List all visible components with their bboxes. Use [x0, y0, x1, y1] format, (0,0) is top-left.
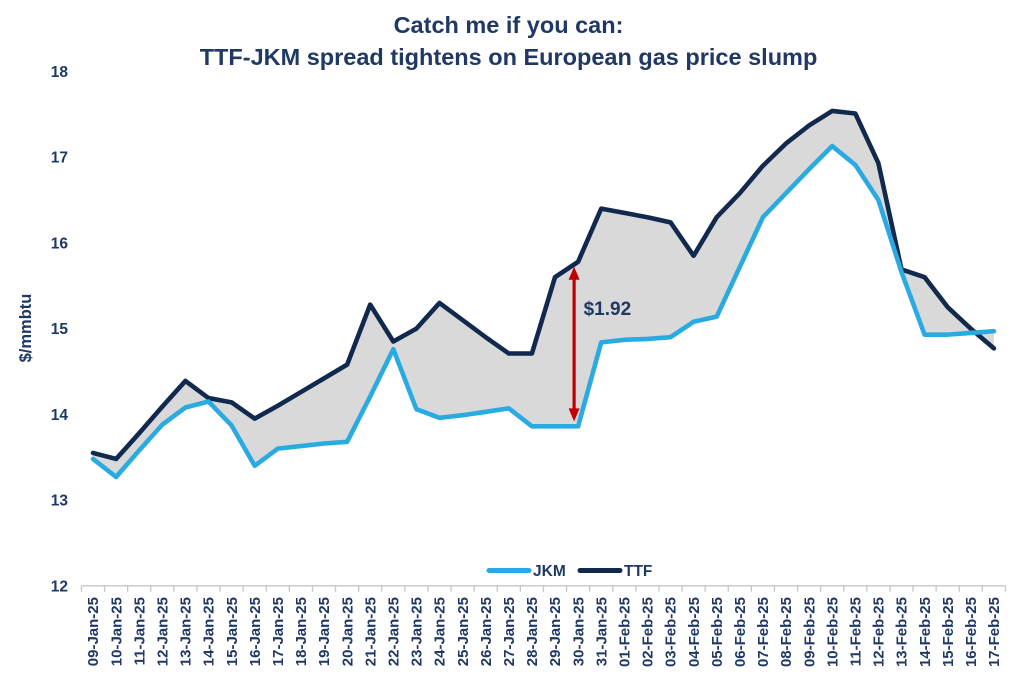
y-axis-tick-label: 15: [51, 321, 69, 338]
x-axis-tick-label: 10-Feb-25: [824, 597, 841, 667]
x-axis-tick-label: 16-Jan-25: [247, 597, 264, 666]
x-axis-tick-label: 11-Jan-25: [131, 597, 148, 665]
chart-title-line1: Catch me if you can:: [393, 12, 624, 38]
x-axis-tick-label: 13-Jan-25: [178, 597, 195, 666]
legend-jkm-label: JKM: [533, 563, 566, 580]
x-axis-tick-label: 06-Feb-25: [732, 597, 749, 667]
x-axis-tick-label: 25-Jan-25: [455, 597, 472, 666]
x-axis-tick-label: 04-Feb-25: [686, 597, 703, 667]
y-axis-tick-label: 14: [51, 407, 69, 424]
jkm-line: [90, 143, 997, 480]
x-axis-tick-label: 31-Jan-25: [593, 597, 610, 666]
x-axis-tick-label: 20-Jan-25: [339, 597, 356, 666]
x-axis-tick-label: 08-Feb-25: [778, 597, 795, 667]
x-axis-tick-label: 28-Jan-25: [524, 597, 541, 666]
x-axis-tick-label: 18-Jan-25: [293, 597, 310, 666]
x-axis-tick-label: 09-Feb-25: [801, 597, 818, 667]
x-axis-tick-label: 17-Jan-25: [270, 597, 287, 666]
x-axis-tick-label: 30-Jan-25: [570, 597, 587, 666]
y-axis-tick-label: 12: [51, 578, 68, 595]
x-axis-tick-label: 14-Feb-25: [917, 597, 934, 667]
spread-band: [93, 110, 994, 477]
y-axis-tick-label: 13: [51, 493, 69, 510]
y-axis-tick-label: 17: [51, 150, 68, 167]
x-axis-tick-label: 22-Jan-25: [386, 597, 403, 666]
x-axis-tick-label: 01-Feb-25: [617, 597, 634, 667]
x-axis-tick-label: 19-Jan-25: [316, 597, 333, 666]
x-axis-tick-label: 11-Feb-25: [848, 597, 865, 666]
x-axis-tick-label: 07-Feb-25: [755, 597, 772, 667]
x-axis-tick-label: 24-Jan-25: [432, 597, 449, 666]
spread-annotation-label: $1.92: [584, 299, 632, 320]
x-axis-tick-label: 15-Feb-25: [940, 597, 957, 667]
x-axis-tick-label: 12-Jan-25: [155, 597, 172, 666]
y-axis-tick-label: 16: [51, 235, 69, 252]
x-axis-tick-label: 02-Feb-25: [640, 597, 657, 667]
x-axis-tick-label: 29-Jan-25: [547, 597, 564, 666]
legend-ttf-label: TTF: [624, 563, 652, 580]
x-axis-tick-label: 10-Jan-25: [108, 597, 125, 666]
x-axis-tick-label: 27-Jan-25: [501, 597, 518, 666]
chart-title-line2: TTF-JKM spread tightens on European gas …: [199, 44, 818, 70]
x-axis-tick-label: 12-Feb-25: [871, 597, 888, 667]
x-axis-tick-label: 03-Feb-25: [663, 597, 680, 667]
ttf-line: [90, 108, 997, 462]
chart-title: Catch me if you can: TTF-JKM spread tigh…: [0, 9, 1017, 73]
x-axis-tick-label: 26-Jan-25: [478, 597, 495, 666]
y-axis-title: $/mmbtu: [17, 294, 35, 363]
x-axis-tick-label: 13-Feb-25: [894, 597, 911, 667]
spread-arrow-head-down: [568, 408, 580, 422]
x-axis-tick-label: 23-Jan-25: [409, 597, 426, 666]
x-axis-tick-label: 15-Jan-25: [224, 597, 241, 666]
x-axis-tick-label: 17-Feb-25: [986, 597, 1003, 667]
x-axis-tick-label: 05-Feb-25: [709, 597, 726, 667]
x-axis-tick-label: 09-Jan-25: [85, 597, 102, 666]
x-axis-tick-label: 16-Feb-25: [963, 597, 980, 667]
x-axis-tick-label: 14-Jan-25: [201, 597, 218, 666]
x-axis-tick-label: 21-Jan-25: [362, 597, 379, 666]
y-axis-tick-label: 18: [51, 64, 69, 81]
spread-arrow-head-up: [568, 266, 580, 280]
